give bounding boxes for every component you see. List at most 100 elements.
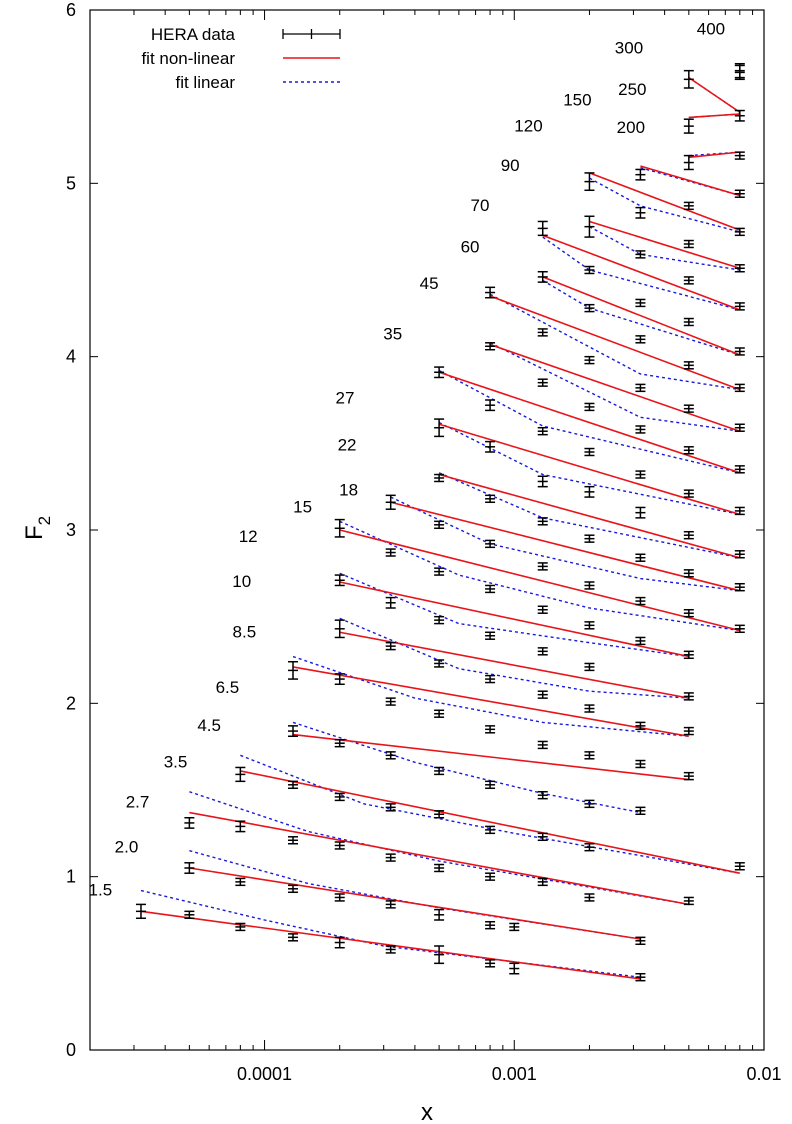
data-point-q2-27 bbox=[584, 447, 595, 457]
data-point-q2-2.0 bbox=[184, 862, 195, 874]
data-point-q2-6.5 bbox=[683, 726, 694, 736]
q2-label-18: 18 bbox=[339, 480, 358, 499]
data-point-q2-2.7 bbox=[683, 896, 694, 906]
data-point-q2-35 bbox=[485, 342, 496, 351]
data-point-q2-8.5 bbox=[584, 704, 595, 713]
data-point-q2-90 bbox=[584, 215, 595, 238]
data-point-q2-18 bbox=[635, 553, 646, 562]
data-point-q2-6.5 bbox=[584, 751, 595, 760]
q2-label-1.5: 1.5 bbox=[89, 881, 113, 900]
data-point-q2-1.5 bbox=[288, 933, 299, 942]
fit-nonlinear-q2-15 bbox=[390, 501, 740, 592]
y-tick-label: 1 bbox=[66, 867, 76, 887]
q2-label-15: 15 bbox=[293, 498, 312, 517]
data-point-q2-3.5 bbox=[385, 803, 396, 812]
data-point-q2-18 bbox=[734, 550, 745, 559]
data-point-q2-18 bbox=[683, 569, 694, 578]
data-point-q2-45 bbox=[537, 328, 548, 337]
data-point-q2-3.5 bbox=[485, 825, 496, 835]
data-point-q2-22 bbox=[683, 530, 694, 540]
data-point-q2-4.5 bbox=[537, 790, 548, 800]
data-point-q2-35 bbox=[584, 402, 595, 412]
fit-linear-q2-12 bbox=[339, 520, 740, 632]
data-point-q2-1.5 bbox=[184, 910, 195, 920]
data-point-q2-2.0 bbox=[235, 877, 246, 887]
data-point-q2-10 bbox=[683, 650, 694, 660]
data-point-q2-1.5 bbox=[334, 936, 345, 949]
data-point-q2-35 bbox=[635, 425, 646, 434]
data-point-q2-22 bbox=[434, 418, 445, 438]
data-point-q2-27 bbox=[434, 366, 445, 379]
data-point-q2-35 bbox=[734, 423, 745, 432]
q2-label-250: 250 bbox=[618, 80, 646, 99]
data-point-q2-3.5 bbox=[584, 842, 595, 852]
data-point-q2-12 bbox=[734, 624, 745, 634]
data-point-q2-4.5 bbox=[434, 766, 445, 776]
q2-label-45: 45 bbox=[420, 274, 439, 293]
data-point-q2-8.5 bbox=[385, 641, 396, 651]
data-point-q2-60 bbox=[734, 347, 745, 356]
data-point-q2-120 bbox=[584, 172, 595, 192]
data-point-q2-200 bbox=[734, 151, 745, 160]
q2-label-150: 150 bbox=[563, 90, 591, 109]
data-point-q2-2.0 bbox=[385, 900, 396, 909]
data-point-q2-12 bbox=[537, 605, 548, 614]
fit-nonlinear-q2-250 bbox=[688, 113, 740, 119]
legend-label-0: HERA data bbox=[151, 25, 236, 44]
data-point-q2-150 bbox=[683, 201, 694, 211]
q2-label-8.5: 8.5 bbox=[233, 622, 257, 641]
fit-nonlinear-q2-200 bbox=[688, 151, 740, 159]
data-point-q2-300 bbox=[683, 69, 694, 89]
data-point-q2-4.5 bbox=[635, 806, 646, 816]
data-point-q2-45 bbox=[683, 404, 694, 413]
data-point-q2-10 bbox=[334, 574, 345, 587]
data-point-q2-120 bbox=[734, 227, 745, 237]
data-point-q2-15 bbox=[385, 494, 396, 510]
data-point-q2-8.5 bbox=[635, 721, 646, 731]
fit-nonlinear-q2-3.5 bbox=[240, 770, 740, 874]
data-point-q2-4.5 bbox=[334, 738, 345, 748]
data-point-q2-60 bbox=[537, 270, 548, 283]
data-point-q2-2.7 bbox=[584, 893, 595, 902]
fit-nonlinear-q2-27 bbox=[438, 371, 741, 474]
data-point-q2-10 bbox=[485, 631, 496, 640]
data-point-q2-250 bbox=[683, 118, 694, 134]
fit-nonlinear-q2-4.5 bbox=[292, 733, 689, 781]
q2-label-4.5: 4.5 bbox=[197, 716, 221, 735]
data-point-q2-12 bbox=[385, 548, 396, 557]
fit-nonlinear-q2-45 bbox=[489, 295, 741, 391]
data-point-q2-2.7 bbox=[334, 841, 345, 850]
data-point-q2-120 bbox=[683, 239, 694, 249]
fit-linear-q2-22 bbox=[438, 421, 740, 516]
q2-label-400: 400 bbox=[697, 19, 725, 38]
data-point-q2-400 bbox=[734, 62, 745, 79]
q2-label-200: 200 bbox=[617, 118, 645, 137]
data-point-q2-90 bbox=[683, 276, 694, 285]
data-point-q2-12 bbox=[434, 567, 445, 576]
data-point-q2-70 bbox=[734, 302, 745, 311]
x-tick-label: 0.01 bbox=[746, 1064, 781, 1084]
fit-nonlinear-q2-120 bbox=[589, 172, 741, 231]
data-point-q2-8.5 bbox=[537, 690, 548, 699]
fit-nonlinear-q2-2.7 bbox=[189, 811, 689, 906]
data-point-q2-2.7 bbox=[385, 853, 396, 862]
data-point-q2-3.5 bbox=[434, 810, 445, 819]
data-point-q2-15 bbox=[584, 581, 595, 590]
data-point-q2-15 bbox=[635, 596, 646, 606]
data-point-q2-120 bbox=[635, 206, 646, 219]
data-point-q2-70 bbox=[537, 220, 548, 237]
data-point-q2-3.5 bbox=[734, 862, 745, 871]
fit-nonlinear-q2-90 bbox=[589, 220, 741, 270]
fit-linear-q2-27 bbox=[438, 369, 740, 474]
data-point-q2-18 bbox=[537, 517, 548, 526]
q2-label-10: 10 bbox=[232, 572, 251, 591]
data-point-q2-22 bbox=[734, 506, 745, 516]
fit-nonlinear-q2-8.5 bbox=[339, 631, 689, 699]
data-point-q2-10 bbox=[434, 615, 445, 625]
fit-curves bbox=[140, 76, 741, 980]
fit-linear-q2-18 bbox=[438, 472, 740, 559]
data-point-q2-4.5 bbox=[584, 799, 595, 809]
data-point-q2-1.5 bbox=[385, 945, 396, 954]
data-point-q2-2.7 bbox=[485, 872, 496, 881]
